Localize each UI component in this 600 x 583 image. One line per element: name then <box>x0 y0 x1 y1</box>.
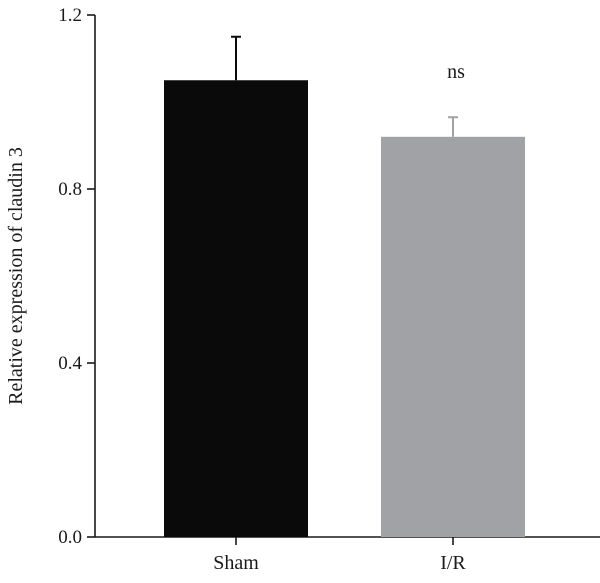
y-tick-label: 0.0 <box>58 527 82 548</box>
y-tick-label: 1.2 <box>58 5 82 26</box>
significance-annotation: ns <box>447 61 465 83</box>
x-tick-label: Sham <box>213 552 259 574</box>
y-axis-label: Relative expression of claudin 3 <box>5 147 27 405</box>
bar-sham <box>164 80 308 537</box>
labels: 0.0 0.4 0.8 1.2 Sham I/R ns <box>58 5 466 574</box>
bars <box>164 35 525 538</box>
x-tick-label: I/R <box>440 552 466 574</box>
y-tick-label: 0.4 <box>58 353 82 374</box>
y-tick-label: 0.8 <box>58 179 82 200</box>
bar-i-r <box>381 136 525 538</box>
